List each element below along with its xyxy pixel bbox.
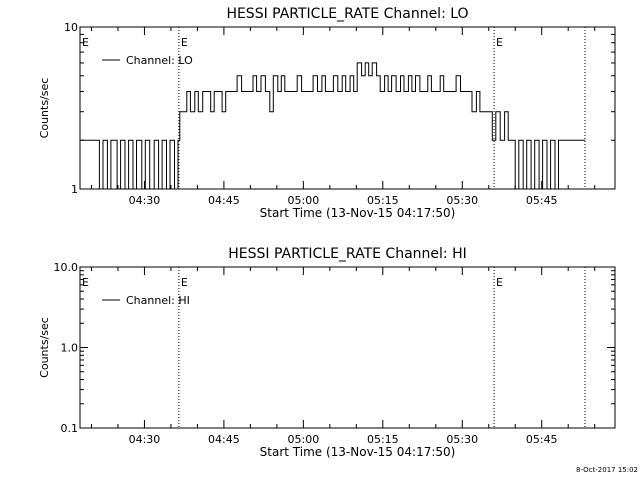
- chart-panel-1: HESSI PARTICLE_RATE Channel: LO 10 1 04:30 0…: [38, 6, 616, 220]
- x-tick-label: 05:30: [446, 194, 478, 207]
- plot-frame: [79, 26, 616, 190]
- x-tick-label: 05:45: [526, 194, 558, 207]
- y-tick-label: 0.1: [61, 422, 79, 435]
- x-tick-label: 05:15: [367, 194, 399, 207]
- x-tick-label: 04:30: [129, 194, 161, 207]
- series-line-channello: [80, 62, 585, 190]
- legend-label: Channel: HI: [126, 294, 190, 307]
- x-tick-label: 04:45: [208, 433, 240, 446]
- chart-panel-2: HESSI PARTICLE_RATE Channel: HI 10.0 1.0 0.…: [38, 246, 616, 459]
- x-tick-label: 04:45: [208, 194, 240, 207]
- x-tick-label: 05:30: [446, 433, 478, 446]
- y-axis-label: Counts/sec: [38, 317, 51, 378]
- event-marker-label: E: [181, 36, 188, 49]
- x-tick-label: 05:45: [526, 433, 558, 446]
- y-tick-label: 10: [64, 21, 78, 34]
- x-tick-label: 04:30: [129, 433, 161, 446]
- y-axis-label: Counts/sec: [38, 78, 51, 139]
- plot-frame: [79, 266, 616, 429]
- event-marker-label: E: [181, 276, 188, 289]
- event-marker-label: E: [496, 276, 503, 289]
- event-marker-label: E: [82, 36, 89, 49]
- event-marker-label: E: [496, 36, 503, 49]
- x-tick-label: 05:00: [288, 433, 320, 446]
- chart-title: HESSI PARTICLE_RATE Channel: LO: [226, 6, 468, 22]
- y-tick-label: 10.0: [54, 261, 79, 274]
- x-tick-label: 05:00: [288, 194, 320, 207]
- y-tick-label: 1.0: [61, 342, 79, 355]
- footer-stamp: 8-Oct-2017 15:02: [575, 466, 638, 474]
- x-axis-label: Start Time (13-Nov-15 04:17:50): [260, 445, 456, 459]
- chart-title: HESSI PARTICLE_RATE Channel: HI: [228, 246, 466, 262]
- x-tick-label: 05:15: [367, 433, 399, 446]
- legend-label: Channel: LO: [126, 54, 193, 67]
- event-marker-label: E: [82, 276, 89, 289]
- x-axis-label: Start Time (13-Nov-15 04:17:50): [260, 206, 456, 220]
- y-tick-label: 1: [71, 183, 78, 196]
